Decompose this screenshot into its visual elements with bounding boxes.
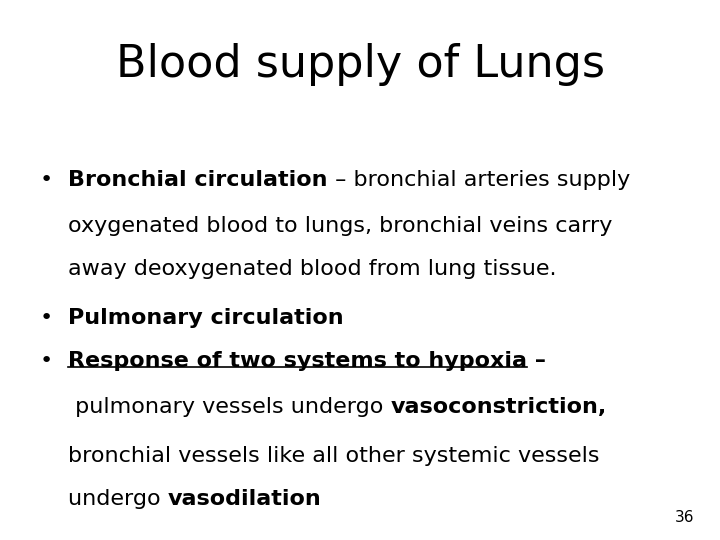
Text: •: • [40,308,53,328]
Text: Pulmonary circulation: Pulmonary circulation [68,308,344,328]
Text: Bronchial circulation: Bronchial circulation [68,170,328,190]
Text: bronchial vessels like all other systemic vessels: bronchial vessels like all other systemi… [68,446,600,465]
Text: Blood supply of Lungs: Blood supply of Lungs [115,43,605,86]
Text: oxygenated blood to lungs, bronchial veins carry: oxygenated blood to lungs, bronchial vei… [68,216,613,236]
Text: –: – [527,351,546,371]
Text: 36: 36 [675,510,695,525]
Text: vasodilation: vasodilation [168,489,322,509]
Text: pulmonary vessels undergo: pulmonary vessels undergo [68,397,391,417]
Text: – bronchial arteries supply: – bronchial arteries supply [328,170,630,190]
Text: •: • [40,351,53,371]
Text: undergo: undergo [68,489,168,509]
Text: Response of two systems to hypoxia: Response of two systems to hypoxia [68,351,527,371]
Text: vasoconstriction,: vasoconstriction, [391,397,607,417]
Text: •: • [40,170,53,190]
Text: away deoxygenated blood from lung tissue.: away deoxygenated blood from lung tissue… [68,259,557,279]
